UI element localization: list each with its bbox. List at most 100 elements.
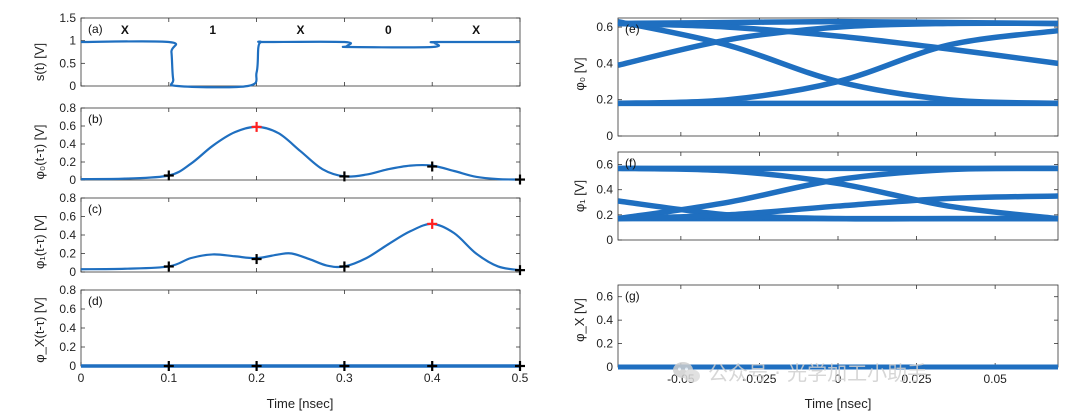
xtick-label-d: 0 <box>78 371 85 385</box>
xtick-label-g: -0.025 <box>742 372 776 386</box>
marker-d-0 <box>163 361 174 371</box>
series-line-e-2 <box>617 20 1059 68</box>
ytick-label-d: 0.2 <box>59 340 76 354</box>
ylabel-e: φ₀ [V] <box>572 57 587 90</box>
ytick-label-f: 0.2 <box>596 208 613 222</box>
xtick-label-g: 0.05 <box>983 372 1007 386</box>
region-label-3: 0 <box>385 23 392 37</box>
marker-c-3 <box>427 218 438 229</box>
panel-b: 0 0.2 0.4 0.6 0.8 (b) <box>59 101 525 187</box>
ytick-label-d: 0 <box>69 359 76 373</box>
ytick-label-b: 0 <box>69 173 76 187</box>
ytick-label-c: 0.8 <box>59 191 76 205</box>
ytick-label-c: 0.2 <box>59 247 76 261</box>
series-line-e-5 <box>617 20 1059 67</box>
axes-box-b <box>80 107 521 181</box>
ytick-label-b: 0.4 <box>59 137 76 151</box>
ytick-label-f: 0.4 <box>596 183 613 197</box>
axes-box-g <box>617 284 1059 368</box>
marker-c-0 <box>163 261 174 272</box>
ytick-label-e: 0.2 <box>596 93 613 107</box>
xlabel-left: Time [nsec] <box>267 396 334 411</box>
axes-box-c <box>80 197 521 273</box>
ytick-label-g: 0.4 <box>596 313 613 327</box>
watermark-text: 公众号 · 光学加工小助手 <box>708 361 927 385</box>
panel-a: 0 0.5 1 1.5 (a) X 1 X 0 X <box>59 11 521 93</box>
marker-d-1 <box>251 361 262 371</box>
ytick-label-c: 0.6 <box>59 210 76 224</box>
ylabel-d: φ_X(t-τ) [V] <box>32 297 47 363</box>
ylabel-a: s(t) [V] <box>32 43 47 81</box>
xtick-label-d: 0.2 <box>248 371 265 385</box>
panel-tag-e: (e) <box>625 22 640 36</box>
wechat-icon <box>673 362 700 383</box>
ytick-label-b: 0.6 <box>59 119 76 133</box>
xtick-label-d: 0.3 <box>336 371 353 385</box>
ytick-label-f: 0 <box>606 233 613 247</box>
ytick-label-d: 0.6 <box>59 302 76 316</box>
ytick-label-g: 0 <box>606 360 613 374</box>
marker-c-1 <box>251 254 262 265</box>
marker-b-3 <box>427 161 438 172</box>
panel-tag-b: (b) <box>88 112 103 126</box>
ylabel-g: φ_X [V] <box>572 298 587 342</box>
region-label-1: 1 <box>209 23 216 37</box>
ytick-label-a: 0 <box>69 79 76 93</box>
panel-tag-f: (f) <box>625 156 636 170</box>
marker-b-4 <box>515 174 525 185</box>
panel-tag-c: (c) <box>88 202 102 216</box>
ytick-label-b: 0.8 <box>59 101 76 115</box>
region-label-2: X <box>296 23 304 37</box>
panel-e: 0 0.2 0.4 0.6 (e) <box>596 17 1059 143</box>
xtick-label-d: 0.1 <box>160 371 177 385</box>
ytick-label-d: 0.8 <box>59 283 76 297</box>
ytick-label-d: 0.4 <box>59 321 76 335</box>
ytick-label-e: 0 <box>606 129 613 143</box>
marker-c-2 <box>339 261 350 272</box>
ytick-label-a: 1 <box>69 34 76 48</box>
region-label-4: X <box>472 23 480 37</box>
series-line-e-4 <box>617 27 1059 107</box>
ytick-label-a: 1.5 <box>59 11 76 25</box>
marker-c-4 <box>515 265 525 276</box>
watermark: 公众号 · 光学加工小助手 <box>673 361 927 385</box>
ylabel-f: φ₁ [V] <box>572 180 587 212</box>
series-line-f-5 <box>617 193 1059 222</box>
marker-b-1 <box>251 121 262 132</box>
ytick-label-g: 0.6 <box>596 290 613 304</box>
ytick-label-e: 0.4 <box>596 56 613 70</box>
xtick-label-d: 0.5 <box>512 371 529 385</box>
marker-d-3 <box>427 361 438 371</box>
panel-tag-g: (g) <box>625 289 640 303</box>
panel-c: 0 0.2 0.4 0.6 0.8 (c) <box>59 191 525 279</box>
panel-tag-a: (a) <box>88 22 103 36</box>
ytick-label-f: 0.6 <box>596 158 613 172</box>
ylabel-c: φ₁(t-τ) [V] <box>32 215 47 269</box>
marker-b-2 <box>339 171 350 182</box>
ytick-label-c: 0.4 <box>59 228 76 242</box>
ytick-label-g: 0.2 <box>596 337 613 351</box>
ylabel-b: φ₀(t-τ) [V] <box>32 124 47 179</box>
series-line-f-4 <box>617 165 1059 222</box>
series-line-b-0 <box>80 125 521 181</box>
marker-d-4 <box>515 361 525 371</box>
xtick-label-g: 0 <box>835 372 842 386</box>
axes-box-d <box>80 289 521 367</box>
region-label-0: X <box>121 23 129 37</box>
marker-b-0 <box>163 170 174 181</box>
ytick-label-c: 0 <box>69 265 76 279</box>
ytick-label-e: 0.6 <box>596 20 613 34</box>
plots-layer: 00.511.5(a) X 1 X 0 X00.20.40.60.8(b)00.20.40… <box>59 11 1059 386</box>
series-line-c-0 <box>80 222 521 272</box>
axes-box-a <box>80 17 521 87</box>
ytick-label-b: 0.2 <box>59 155 76 169</box>
panel-f: 0 0.2 0.4 0.6 (f) <box>596 151 1059 247</box>
marker-d-2 <box>339 361 350 371</box>
panel-tag-d: (d) <box>88 294 103 308</box>
panel-d: 0 0.2 0.4 0.6 0.8 0 0.1 0.2 0.3 0.4 0.5 (d) <box>59 283 528 385</box>
series-line-a-0 <box>80 40 521 89</box>
series-line-f-3 <box>617 165 1059 222</box>
ytick-label-a: 0.5 <box>59 56 76 70</box>
xtick-label-d: 0.4 <box>424 371 441 385</box>
